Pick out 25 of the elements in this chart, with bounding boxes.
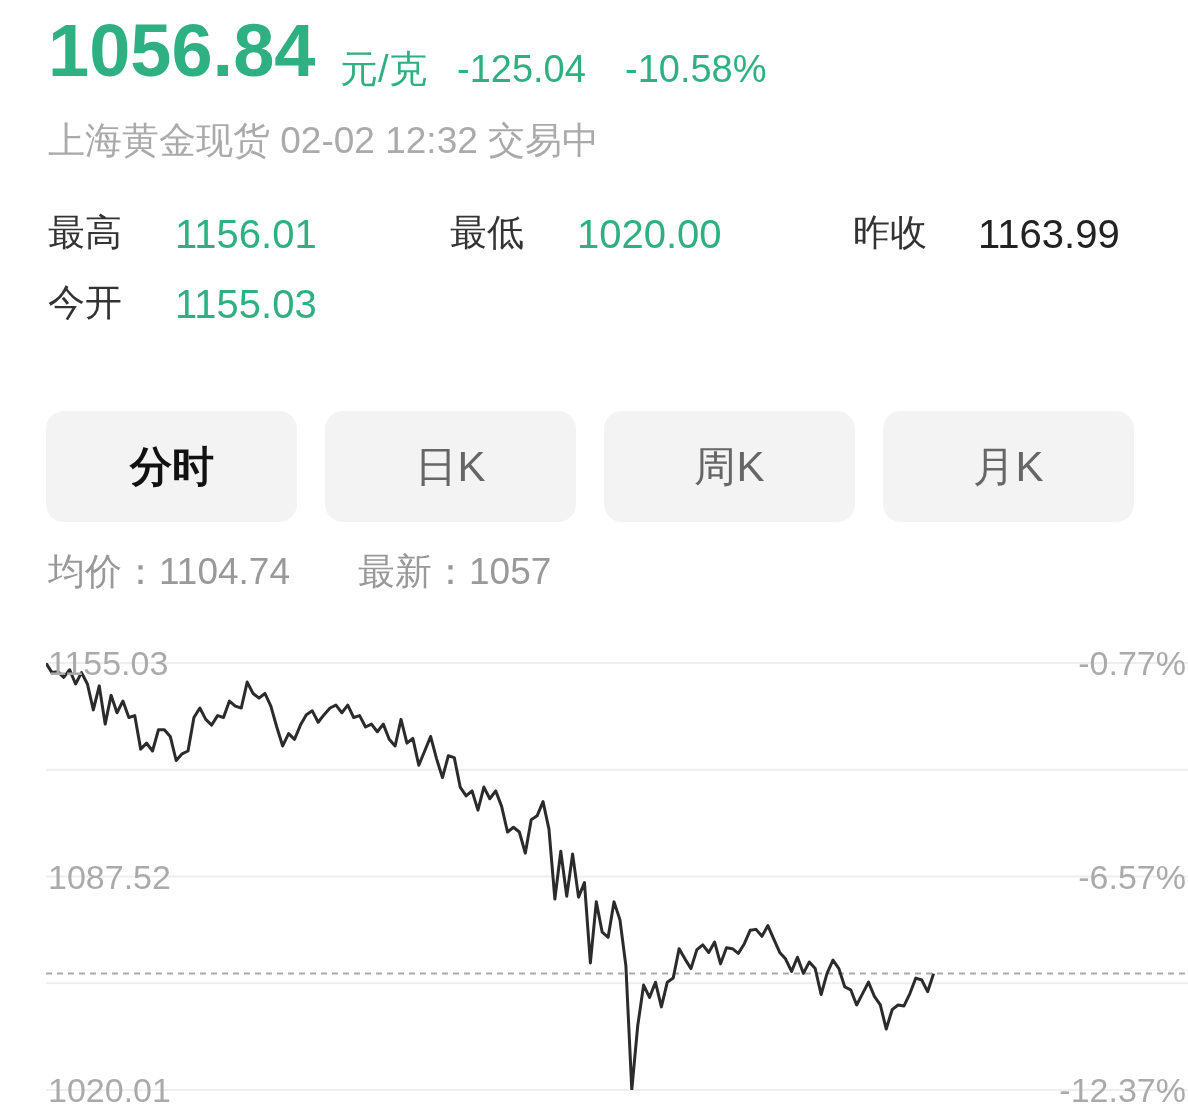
y-tick-label: 1087.52 [48, 857, 171, 896]
text: 1163.99 [978, 212, 1120, 256]
text: 元/克 [340, 48, 427, 90]
y2-tick-label: -12.37% [1059, 1071, 1186, 1109]
text: 1155.03 [175, 282, 317, 326]
text: 周K [604, 411, 855, 522]
text: 1156.01 [175, 212, 317, 256]
chart-subtitle: 上海黄金现货 02-02 12:32 交易中 [48, 120, 600, 161]
text: 今开 [48, 282, 122, 323]
text: 月K [883, 411, 1134, 522]
y2-tick-label: -0.77% [1078, 644, 1186, 682]
text: 最高 [48, 212, 122, 253]
y2-tick-label: -6.57% [1078, 857, 1186, 896]
text: 日K [325, 411, 576, 522]
text: 昨收 [853, 212, 927, 253]
text: -10.58% [625, 48, 767, 90]
text: 1020.00 [577, 212, 722, 256]
text: 最低 [450, 212, 524, 253]
y-tick-label: 1155.03 [48, 644, 169, 682]
text: 最新：1057 [358, 551, 552, 592]
text: 分时 [46, 411, 297, 522]
y-tick-label: 1020.01 [48, 1071, 171, 1109]
text: 均价：1104.74 [48, 551, 290, 592]
chart-title: 1056.84 [48, 9, 316, 92]
text: -125.04 [457, 48, 586, 90]
